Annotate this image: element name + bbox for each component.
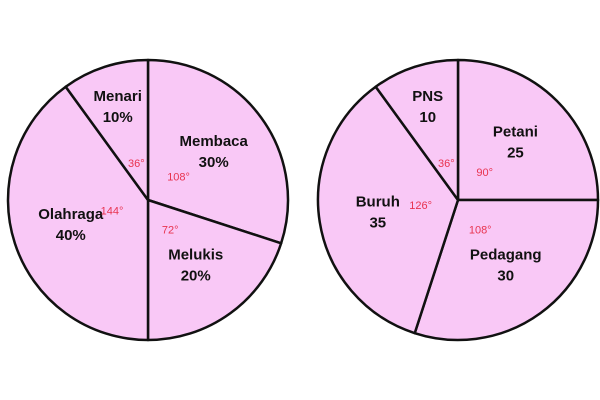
slice-label: Melukis (168, 247, 223, 264)
slice-label: Olahraga (38, 206, 104, 223)
angle-label: 72° (162, 224, 179, 236)
slice-label: Menari (94, 88, 142, 105)
slice-value: 30 (497, 268, 514, 285)
angle-label: 126° (409, 200, 432, 212)
slice-label: Buruh (356, 194, 400, 211)
slice-label: Membaca (180, 133, 249, 150)
pie-slice (6, 85, 150, 342)
pie-slice (146, 58, 290, 245)
angle-label: 90° (476, 167, 493, 179)
slice-value: 10% (103, 109, 133, 126)
angle-label: 108° (167, 172, 190, 184)
slice-value: 35 (369, 215, 386, 232)
slice-label: Pedagang (470, 247, 542, 264)
pie-slice (146, 198, 283, 342)
pie-slice (374, 58, 460, 202)
slice-label: Petani (493, 124, 538, 141)
slice-label: PNS (412, 88, 443, 105)
pie-slice (64, 58, 150, 202)
slice-value: 25 (507, 145, 524, 162)
angle-label: 108° (469, 224, 492, 236)
angle-label: 36° (128, 158, 145, 170)
slice-value: 40% (56, 227, 86, 244)
slice-value: 30% (199, 154, 229, 171)
pie-slice (413, 198, 600, 342)
angle-label: 36° (438, 158, 455, 170)
pie-slice (316, 85, 460, 335)
slice-value: 10 (419, 109, 436, 126)
slice-value: 20% (181, 268, 211, 285)
pie-slice (456, 58, 600, 202)
angle-label: 144° (101, 206, 124, 218)
